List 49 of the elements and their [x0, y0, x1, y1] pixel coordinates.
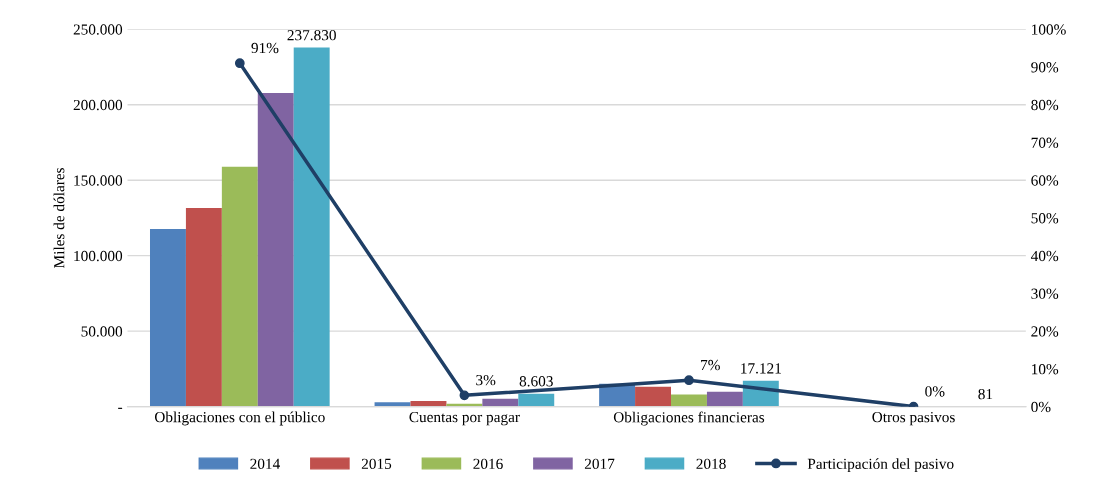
y-tick-label: 50.000 — [81, 326, 123, 337]
y2-tick-label: 100% — [1032, 24, 1066, 35]
bar — [293, 47, 330, 407]
data-label: 7% — [701, 359, 720, 371]
y-tick-label: 250.000 — [73, 24, 123, 35]
legend-label: 2018 — [696, 458, 726, 469]
bar — [185, 207, 222, 407]
x-tick-label: Otros pasivos — [872, 411, 955, 426]
bar — [257, 93, 294, 407]
legend-label: 2016 — [473, 458, 503, 469]
data-label: 0% — [925, 386, 945, 397]
y2-tick-label: 10% — [1032, 364, 1059, 375]
x-tick-label: Obligaciones con el público — [154, 411, 325, 426]
y-tick-label: - — [118, 407, 123, 409]
legend-label: 2015 — [361, 458, 392, 469]
y2-tick-label: 30% — [1031, 288, 1059, 299]
x-tick-label: Obligaciones financieras — [613, 411, 765, 426]
y-axis-title: Miles de dólares — [53, 168, 65, 268]
y2-tick-label: 50% — [1031, 213, 1059, 224]
point — [234, 58, 245, 69]
y-tick-label: 100.000 — [74, 250, 123, 262]
bar — [635, 386, 671, 407]
bar — [221, 166, 258, 407]
y2-tick-label: 0% — [1031, 401, 1051, 413]
y-tick-label: 150.000 — [74, 175, 123, 186]
bar — [706, 391, 743, 407]
data-label: 81 — [978, 388, 993, 400]
bar — [518, 393, 555, 407]
legend-label: 2017 — [584, 458, 615, 469]
bar — [410, 401, 447, 407]
data-label: 237.830 — [287, 30, 336, 41]
y2-tick-label: 60% — [1031, 175, 1059, 186]
legend-label: 2014 — [250, 458, 280, 469]
data-label: 8.603 — [519, 376, 553, 387]
data-label: 91% — [251, 42, 279, 54]
legend-label: Participación del pasivo — [807, 458, 954, 473]
y2-tick-label: 20% — [1031, 326, 1059, 337]
x-tick-label: Cuentas por pagar — [409, 411, 520, 426]
bar — [671, 394, 707, 407]
y2-tick-label: 90% — [1031, 62, 1059, 73]
y2-tick-label: 40% — [1030, 250, 1059, 262]
data-label: 3% — [476, 374, 496, 386]
data-label: 17.121 — [741, 363, 781, 374]
point — [459, 390, 470, 401]
y2-tick-label: 70% — [1031, 137, 1059, 148]
bar — [149, 228, 186, 407]
y2-tick-label: 80% — [1031, 99, 1059, 111]
point — [684, 375, 694, 386]
y-tick-label: 200.000 — [73, 99, 123, 111]
